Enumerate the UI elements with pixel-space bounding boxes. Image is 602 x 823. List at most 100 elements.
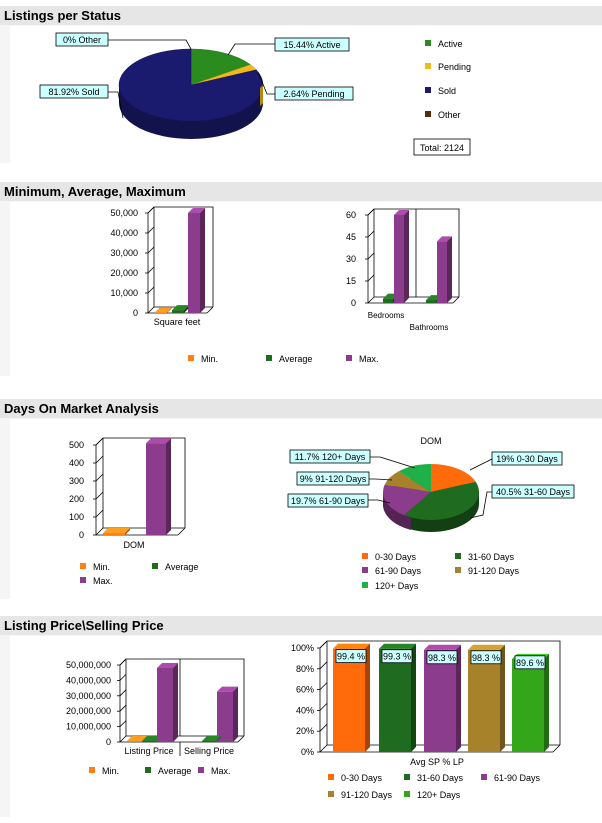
splp-bar-3-top (468, 644, 505, 650)
dom-leader-61-90 (368, 499, 391, 504)
dom-callout-61-90: 19.7% 61-90 Days (291, 496, 366, 506)
splp-legend-0-label: 0-30 Days (341, 773, 383, 783)
dom-pie-slice-4 (398, 464, 431, 492)
sqft-axis-tick-label: 30,000 (110, 248, 138, 258)
rooms-axis-tick-diag (367, 208, 375, 216)
splp-axis-tick-diag (319, 682, 328, 690)
dom-leader-31-60 (469, 491, 492, 519)
splp-legend-2-swatch (481, 774, 487, 780)
sqft-axis-tick-label: 40,000 (110, 228, 138, 238)
sqft-axis-tick-label: 10,000 (110, 288, 138, 298)
price-axis-tick-label: 30,000,000 (66, 691, 111, 701)
splp-bar-1-top (379, 643, 416, 649)
dom-leader-120plus (370, 456, 416, 469)
dom-bar-min (103, 533, 125, 535)
dom-pie-legend-2-label: 61-90 Days (375, 566, 422, 576)
splp-bar-0 (333, 648, 365, 752)
callout-sold: 81.92% Sold (48, 87, 99, 97)
dom-axis-tick-diag (95, 437, 104, 446)
rooms-axis-tick-label: 30 (346, 254, 356, 264)
price-bar-selling-price-max-top (217, 686, 238, 692)
splp-legend-4-label: 120+ Days (417, 790, 461, 800)
section-title-minavgmax: Minimum, Average, Maximum (0, 182, 602, 201)
price-category-listing: Listing Price (124, 746, 173, 756)
sqft-bar-average-top (172, 305, 189, 311)
minavgmax-legend-max-label: Max. (359, 354, 379, 364)
splp-axis-tick-diag (319, 703, 328, 711)
dom-pie-slice-0 (431, 464, 476, 492)
splp-axis-tick-label: 60% (296, 685, 314, 695)
dom-leader-91-120 (369, 478, 393, 481)
status-legend-sold-label: Sold (438, 86, 456, 96)
dom-bar-max-side (166, 438, 171, 535)
splp-legend-2-label: 61-90 Days (494, 773, 541, 783)
dom-callout-0-30: 19% 0-30 Days (496, 454, 558, 464)
minavgmax-legend-average-label: Average (279, 354, 312, 364)
rooms-bar-bathrooms-average (426, 300, 436, 303)
dom-pie-legend-3-swatch (455, 567, 461, 573)
status-section: Listings per Status (0, 6, 602, 163)
splp-legend-1-label: 31-60 Days (417, 773, 464, 783)
splp-axis-tick-label: 40% (296, 705, 314, 715)
dom-legend-max-label: Max. (93, 576, 113, 586)
dom-callout-31-60: 40.5% 31-60 Days (496, 487, 571, 497)
price-bar-listing-price-max (157, 667, 173, 742)
price-bar-selling-average-side (216, 736, 221, 742)
dom-bar-max (146, 443, 166, 535)
minavgmax-legend-min-label: Min. (201, 354, 218, 364)
section-title-price: Listing Price\Selling Price (0, 616, 602, 635)
dom-axis-tick-diag (95, 509, 104, 518)
price-axis-tick-diag (119, 674, 127, 681)
section-title-status: Listings per Status (0, 6, 602, 25)
dom-axis-tick-diag (95, 527, 104, 536)
leader-active (227, 43, 275, 56)
sqft-bar-min (155, 312, 167, 313)
price-axis-tick-diag (119, 704, 127, 712)
status-legend-active-label: Active (438, 39, 463, 49)
splp-legend-3-label: 91-120 Days (341, 790, 393, 800)
sqft-category-label: Square feet (154, 317, 201, 327)
splp-axis-tick-diag (319, 723, 328, 732)
dom-callout-0-30-box (491, 451, 563, 466)
price-bar-listing-min (127, 741, 147, 742)
price-axis-tick-diag (119, 658, 127, 666)
dom-callout-91-120-box (296, 471, 370, 486)
dom-axis-back (95, 437, 186, 528)
dom-pie-legend-0-label: 0-30 Days (375, 552, 417, 562)
rooms-category-bathrooms: Bathrooms (410, 323, 449, 332)
status-total-box (413, 138, 471, 156)
splp-bar-1 (379, 648, 411, 752)
price-axis-tick-label: 10,000,000 (66, 722, 111, 732)
splp-bar-2-side (456, 644, 461, 752)
rooms-axis-tick-diag (367, 230, 375, 238)
splp-bar-4 (512, 658, 544, 752)
dom-axis-tick-label: 400 (69, 458, 84, 468)
sqft-bar-average (172, 310, 184, 313)
dom-category-label: DOM (124, 540, 145, 550)
status-pie-pending-wall (260, 85, 263, 106)
dom-pie-slice-1 (403, 481, 480, 520)
price-category-selling: Selling Price (184, 746, 234, 756)
status-pie-slice-sold (118, 48, 264, 122)
dom-pie-title: DOM (421, 436, 442, 446)
dom-pie-legend-1-label: 31-60 Days (468, 552, 515, 562)
price-bar-listing-price-max-side (173, 662, 178, 742)
price-axis-corner (237, 735, 245, 743)
splp-label-1-box (381, 649, 413, 664)
splp-axis-tick-label: 0% (301, 747, 314, 757)
splp-xlabel: Avg SP % LP (410, 757, 464, 767)
splp-bar-3 (468, 649, 500, 752)
price-legend-0-swatch (89, 767, 95, 773)
splp-axis-tick-diag (319, 661, 328, 670)
dom-bar-min-side (125, 528, 130, 535)
rooms-axis-tick-label: 15 (346, 276, 356, 286)
splp-label-3: 98.3 % (472, 653, 500, 663)
rooms-axis-tick-label: 0 (351, 298, 356, 308)
splp-axis-tick-label: 100% (291, 643, 314, 653)
status-total-label: Total: 2124 (420, 143, 464, 153)
rooms-axis-tick-diag (367, 274, 375, 282)
minavgmax-legend-max-swatch (346, 355, 352, 361)
dom-legend-average-label: Average (165, 562, 198, 572)
sqft-axis-tick-diag (147, 266, 155, 274)
sqft-bar-max-side (200, 208, 205, 313)
